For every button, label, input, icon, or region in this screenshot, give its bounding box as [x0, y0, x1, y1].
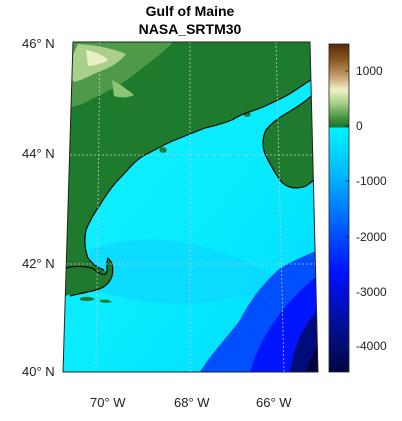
mainland [63, 42, 318, 298]
colorbar-label-minus-2000: -2000 [356, 230, 387, 244]
colorbar-ticks [345, 70, 349, 347]
lon-label-70w: 70° W [90, 395, 126, 410]
cape-cod-coastline [65, 256, 114, 297]
title-line-2: NASA_SRTM30 [138, 21, 242, 37]
colorbar-frame [328, 43, 350, 373]
lat-label-44n: 44° N [22, 146, 55, 161]
lon-label-68w: 68° W [174, 395, 210, 410]
nova-scotia [263, 88, 318, 188]
title-line-1: Gulf of Maine [145, 3, 235, 19]
lat-label-42n: 42° N [22, 256, 55, 271]
figure-title: Gulf of Maine NASA_SRTM30 [60, 2, 320, 38]
nova-scotia-coastline [262, 87, 318, 189]
map-area [63, 42, 318, 372]
lon-label-66w: 66° W [256, 395, 292, 410]
colorbar-label-1000: 1000 [356, 64, 383, 78]
island-mount-desert [159, 147, 167, 153]
map-frame [62, 41, 319, 373]
abyss-water [290, 310, 318, 372]
lat-label-40n: 40° N [22, 364, 55, 379]
colorbar-label-minus-1000: -1000 [356, 174, 387, 188]
colorbar-label-0: 0 [356, 119, 363, 133]
graticule [66, 42, 316, 372]
peak-area [86, 50, 108, 66]
colorbar-label-minus-3000: -3000 [356, 285, 387, 299]
island-vineyard [80, 296, 95, 302]
cape-cod [66, 258, 113, 296]
colorbar [329, 44, 349, 372]
abyss-deepest [306, 345, 318, 372]
lat-label-46n: 46° N [22, 36, 55, 51]
mainland-coastline [84, 74, 318, 271]
hills-area [112, 80, 134, 98]
colorbar-label-minus-4000: -4000 [356, 339, 387, 353]
island-nantucket [100, 299, 112, 303]
